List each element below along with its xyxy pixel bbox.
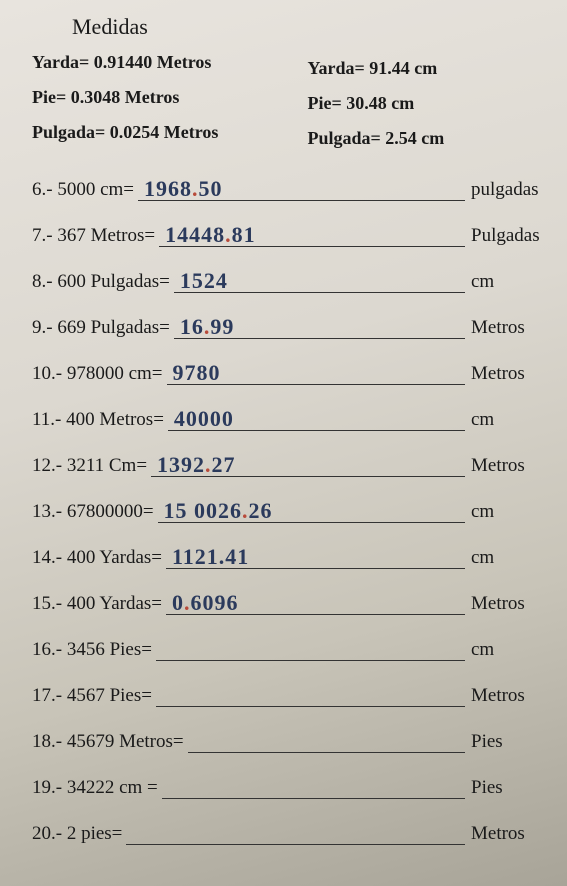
problem-prompt: 19.- 34222 cm =: [32, 777, 162, 799]
handwritten-answer: 0.6096: [172, 590, 239, 616]
conversion-line: Pulgada= 0.0254 Metros: [32, 122, 307, 143]
conversion-line: Pie= 0.3048 Metros: [32, 87, 307, 108]
problem-prompt: 14.- 400 Yardas=: [32, 547, 166, 569]
problem-prompt: 6.- 5000 cm=: [32, 179, 138, 201]
problem-row: 8.- 600 Pulgadas= 1524 cm: [32, 263, 547, 293]
conversion-table: Yarda= 0.91440 Metros Pie= 0.3048 Metros…: [32, 52, 547, 163]
answer-blank: 1968.50: [138, 175, 465, 201]
problem-unit: cm: [471, 409, 547, 431]
problem-row: 7.- 367 Metros= 14448.81 Pulgadas: [32, 217, 547, 247]
problem-row: 20.- 2 pies= Metros: [32, 815, 547, 845]
problem-unit: Pies: [471, 731, 547, 753]
answer-blank: 1121.41: [166, 543, 465, 569]
problem-row: 16.- 3456 Pies= cm: [32, 631, 547, 661]
problem-row: 12.- 3211 Cm= 1392.27 Metros: [32, 447, 547, 477]
answer-blank: [188, 727, 465, 753]
handwritten-answer: 1968.50: [144, 176, 223, 202]
conversion-right-column: Yarda= 91.44 cm Pie= 30.48 cm Pulgada= 2…: [307, 52, 547, 163]
problem-unit: Metros: [471, 823, 547, 845]
handwritten-answer: 1524: [180, 268, 228, 294]
handwritten-answer: 16.99: [180, 314, 235, 340]
page-title: Medidas: [72, 14, 547, 40]
problem-unit: cm: [471, 271, 547, 293]
problem-prompt: 8.- 600 Pulgadas=: [32, 271, 174, 293]
problem-row: 17.- 4567 Pies= Metros: [32, 677, 547, 707]
problem-unit: Metros: [471, 455, 547, 477]
problem-row: 15.- 400 Yardas= 0.6096 Metros: [32, 585, 547, 615]
problem-row: 19.- 34222 cm = Pies: [32, 769, 547, 799]
answer-blank: 1524: [174, 267, 465, 293]
problem-unit: pulgadas: [471, 179, 547, 201]
handwritten-answer: 9780: [173, 360, 221, 386]
handwritten-answer: 1392.27: [157, 452, 236, 478]
problem-unit: Pulgadas: [471, 225, 547, 247]
problem-prompt: 13.- 67800000=: [32, 501, 158, 523]
handwritten-answer: 14448.81: [165, 222, 256, 248]
problem-unit: Metros: [471, 317, 547, 339]
problem-prompt: 11.- 400 Metros=: [32, 409, 168, 431]
handwritten-answer: 1121.41: [172, 544, 249, 570]
conversion-line: Yarda= 91.44 cm: [307, 58, 547, 79]
problem-list: 6.- 5000 cm= 1968.50 pulgadas 7.- 367 Metro…: [32, 171, 547, 845]
problem-prompt: 10.- 978000 cm=: [32, 363, 167, 385]
answer-blank: 15 0026.26: [158, 497, 465, 523]
conversion-left-column: Yarda= 0.91440 Metros Pie= 0.3048 Metros…: [32, 52, 307, 163]
problem-prompt: 7.- 367 Metros=: [32, 225, 159, 247]
problem-row: 6.- 5000 cm= 1968.50 pulgadas: [32, 171, 547, 201]
answer-blank: 9780: [167, 359, 465, 385]
problem-prompt: 18.- 45679 Metros=: [32, 731, 188, 753]
problem-row: 18.- 45679 Metros= Pies: [32, 723, 547, 753]
problem-unit: cm: [471, 639, 547, 661]
problem-prompt: 9.- 669 Pulgadas=: [32, 317, 174, 339]
handwritten-answer: 40000: [174, 406, 234, 432]
handwritten-answer: 15 0026.26: [164, 498, 273, 524]
problem-unit: cm: [471, 501, 547, 523]
answer-blank: 1392.27: [151, 451, 465, 477]
problem-unit: Metros: [471, 593, 547, 615]
answer-blank: 14448.81: [159, 221, 465, 247]
problem-row: 14.- 400 Yardas= 1121.41 cm: [32, 539, 547, 569]
conversion-line: Pulgada= 2.54 cm: [307, 128, 547, 149]
answer-blank: [126, 819, 465, 845]
conversion-line: Pie= 30.48 cm: [307, 93, 547, 114]
conversion-line: Yarda= 0.91440 Metros: [32, 52, 307, 73]
problem-prompt: 15.- 400 Yardas=: [32, 593, 166, 615]
problem-unit: Metros: [471, 363, 547, 385]
answer-blank: [156, 681, 465, 707]
problem-prompt: 12.- 3211 Cm=: [32, 455, 151, 477]
problem-row: 9.- 669 Pulgadas= 16.99 Metros: [32, 309, 547, 339]
problem-row: 11.- 400 Metros= 40000 cm: [32, 401, 547, 431]
answer-blank: [162, 773, 465, 799]
problem-row: 13.- 67800000= 15 0026.26 cm: [32, 493, 547, 523]
problem-prompt: 17.- 4567 Pies=: [32, 685, 156, 707]
problem-prompt: 16.- 3456 Pies=: [32, 639, 156, 661]
problem-unit: Metros: [471, 685, 547, 707]
answer-blank: 40000: [168, 405, 465, 431]
problem-unit: Pies: [471, 777, 547, 799]
problem-prompt: 20.- 2 pies=: [32, 823, 126, 845]
answer-blank: [156, 635, 465, 661]
problem-unit: cm: [471, 547, 547, 569]
answer-blank: 0.6096: [166, 589, 465, 615]
answer-blank: 16.99: [174, 313, 465, 339]
problem-row: 10.- 978000 cm= 9780 Metros: [32, 355, 547, 385]
